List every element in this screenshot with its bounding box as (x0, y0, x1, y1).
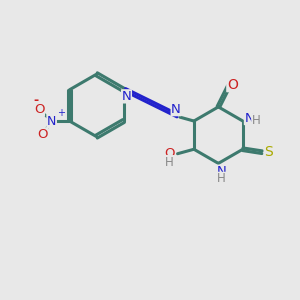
Text: O: O (227, 78, 238, 92)
Text: H: H (165, 155, 174, 169)
Text: H: H (252, 114, 261, 127)
Text: H: H (217, 172, 226, 185)
Text: -: - (34, 94, 39, 107)
Text: O: O (38, 128, 48, 141)
Text: N: N (122, 90, 131, 103)
Text: N: N (171, 103, 181, 116)
Text: O: O (164, 147, 175, 160)
Text: N: N (217, 165, 226, 178)
Text: N: N (244, 112, 254, 124)
Text: N: N (47, 115, 56, 128)
Text: O: O (34, 103, 44, 116)
Text: S: S (264, 145, 273, 159)
Text: +: + (57, 108, 65, 118)
